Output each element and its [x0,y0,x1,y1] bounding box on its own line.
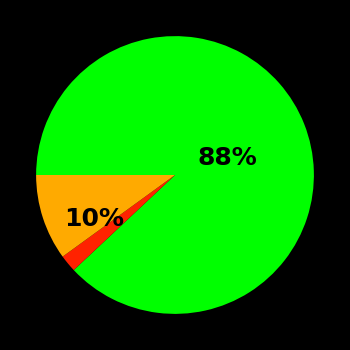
Text: 88%: 88% [198,146,258,170]
Wedge shape [36,175,175,257]
Text: 10%: 10% [64,208,125,231]
Wedge shape [36,36,314,314]
Wedge shape [63,175,175,270]
